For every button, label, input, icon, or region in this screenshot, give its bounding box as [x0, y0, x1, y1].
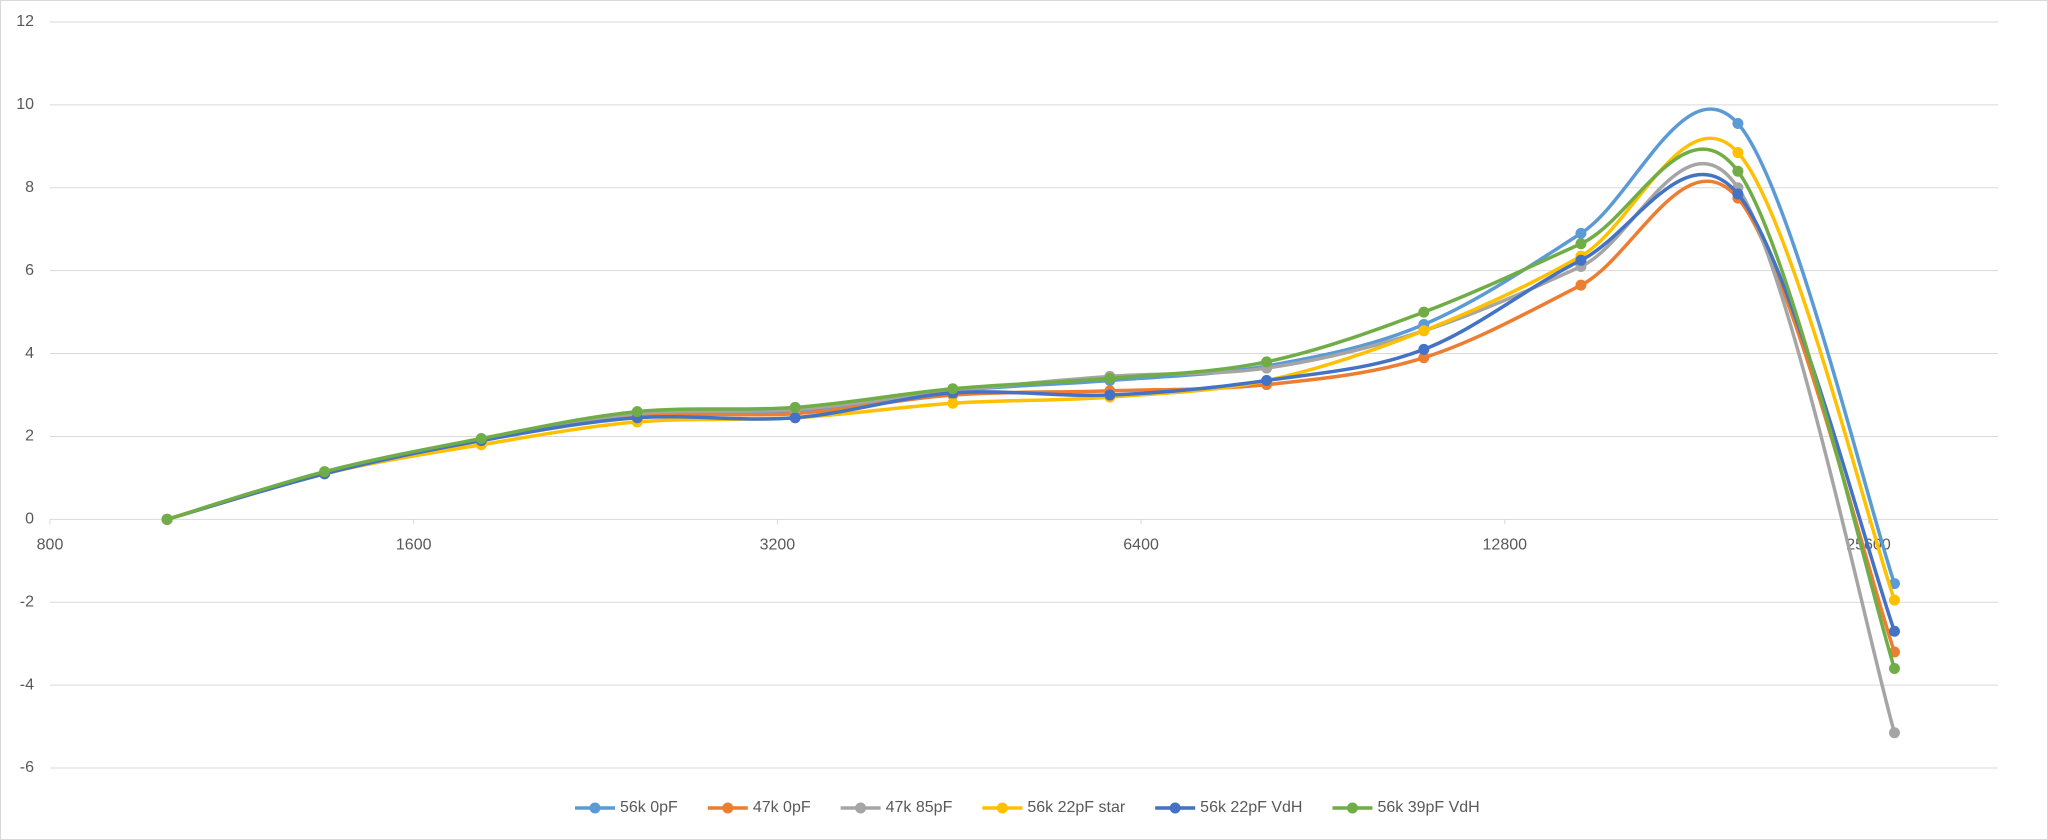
data-point: [1888, 727, 1900, 739]
legend-label: 47k 85pF: [886, 799, 953, 816]
data-point: [1418, 325, 1430, 337]
data-point: [947, 383, 959, 395]
legend-label: 56k 0pF: [620, 799, 678, 816]
data-point: [1888, 625, 1900, 637]
data-point: [1104, 372, 1116, 384]
data-point: [1261, 374, 1273, 386]
data-point: [1575, 279, 1587, 291]
x-tick-label: 800: [37, 537, 64, 554]
data-point: [1888, 594, 1900, 606]
data-point: [1418, 343, 1430, 355]
y-tick-label: -4: [20, 676, 34, 693]
data-point: [1418, 306, 1430, 318]
y-tick-label: 12: [16, 13, 34, 30]
x-tick-label: 3200: [760, 537, 796, 554]
data-point: [475, 433, 487, 445]
legend-label: 56k 39pF VdH: [1377, 799, 1479, 816]
data-point: [1104, 389, 1116, 401]
legend-label: 56k 22pF VdH: [1200, 799, 1302, 816]
data-point: [1575, 238, 1587, 250]
y-tick-label: 6: [25, 262, 34, 279]
data-point: [1732, 147, 1744, 159]
y-tick-label: -2: [20, 593, 34, 610]
data-point: [1888, 663, 1900, 675]
data-point: [1418, 352, 1430, 364]
legend-marker: [996, 802, 1008, 814]
data-point: [1261, 356, 1273, 368]
x-tick-label: 1600: [396, 537, 432, 554]
x-tick-label: 12800: [1483, 537, 1528, 554]
legend-marker: [1169, 802, 1181, 814]
data-point: [789, 401, 801, 413]
legend-marker: [855, 802, 867, 814]
y-tick-label: 4: [25, 345, 34, 362]
data-point: [161, 513, 173, 525]
legend-label: 56k 22pF star: [1027, 799, 1126, 816]
legend-marker: [1346, 802, 1358, 814]
y-tick-label: 8: [25, 179, 34, 196]
data-point: [789, 412, 801, 424]
data-point: [947, 397, 959, 409]
y-tick-label: -6: [20, 759, 34, 776]
x-tick-label: 6400: [1123, 537, 1159, 554]
y-tick-label: 10: [16, 96, 34, 113]
data-point: [1575, 227, 1587, 239]
data-point: [631, 406, 643, 418]
data-point: [319, 466, 331, 478]
data-point: [1575, 254, 1587, 266]
legend-label: 47k 0pF: [753, 799, 811, 816]
data-point: [1732, 188, 1744, 200]
legend-marker: [589, 802, 601, 814]
y-tick-label: 2: [25, 428, 34, 445]
legend-marker: [722, 802, 734, 814]
data-point: [1732, 165, 1744, 177]
y-tick-label: 0: [25, 511, 34, 528]
data-point: [1732, 118, 1744, 130]
